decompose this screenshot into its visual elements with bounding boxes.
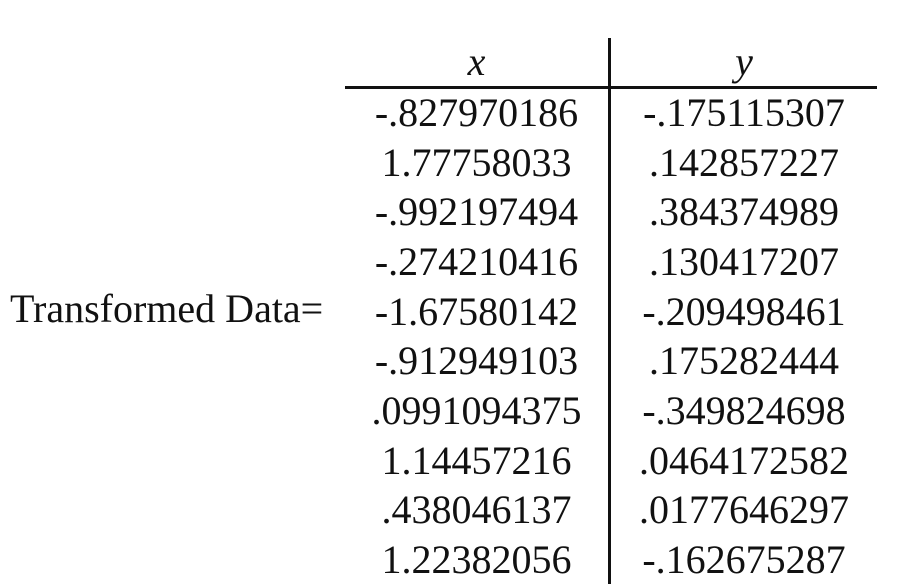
table-row: -.992197494 .384374989 <box>345 187 877 237</box>
column-header-x: x <box>467 39 486 84</box>
table-row: -.912949103 .175282444 <box>345 336 877 386</box>
cell-y: -.349824698 <box>642 387 846 433</box>
cell-y: .0177646297 <box>639 487 849 533</box>
cell-x: 1.77758033 <box>381 139 572 185</box>
column-header-y: y <box>735 39 753 84</box>
cell-y: -.162675287 <box>642 537 846 583</box>
column-divider <box>608 38 611 584</box>
table-row: .0991094375 -.349824698 <box>345 386 877 436</box>
cell-x: -1.67580142 <box>374 288 579 334</box>
cell-x: 1.14457216 <box>381 437 572 483</box>
header-rule <box>345 86 877 89</box>
table-row: 1.22382056 -.162675287 <box>345 535 877 585</box>
cell-y: -.175115307 <box>643 89 845 135</box>
table-row: -.827970186 -.175115307 <box>345 88 877 138</box>
cell-x: .438046137 <box>381 487 572 533</box>
table-row: -.274210416 .130417207 <box>345 237 877 287</box>
cell-y: .142857227 <box>649 139 839 185</box>
cell-y: .384374989 <box>649 189 839 235</box>
table-row: -1.67580142 -.209498461 <box>345 287 877 337</box>
table-row: 1.14457216 .0464172582 <box>345 436 877 486</box>
cell-x: -.827970186 <box>374 89 579 135</box>
table-body: -.827970186 -.175115307 1.77758033 .1428… <box>345 88 877 585</box>
cell-x: 1.22382056 <box>381 537 572 583</box>
cell-y: .130417207 <box>649 238 839 284</box>
cell-x: -.992197494 <box>374 189 579 235</box>
table-row: 1.77758033 .142857227 <box>345 138 877 188</box>
cell-x: .0991094375 <box>371 387 582 433</box>
transformed-data-table: x y -.827970186 -.175115307 1.77758033 .… <box>345 38 877 584</box>
cell-x: -.912949103 <box>374 338 579 384</box>
cell-x: -.274210416 <box>374 238 579 284</box>
cell-y: .0464172582 <box>639 437 849 483</box>
table-row: .438046137 .0177646297 <box>345 486 877 536</box>
cell-y: .175282444 <box>649 338 839 384</box>
cell-y: -.209498461 <box>642 288 846 334</box>
transformed-data-label: Transformed Data= <box>10 286 324 331</box>
